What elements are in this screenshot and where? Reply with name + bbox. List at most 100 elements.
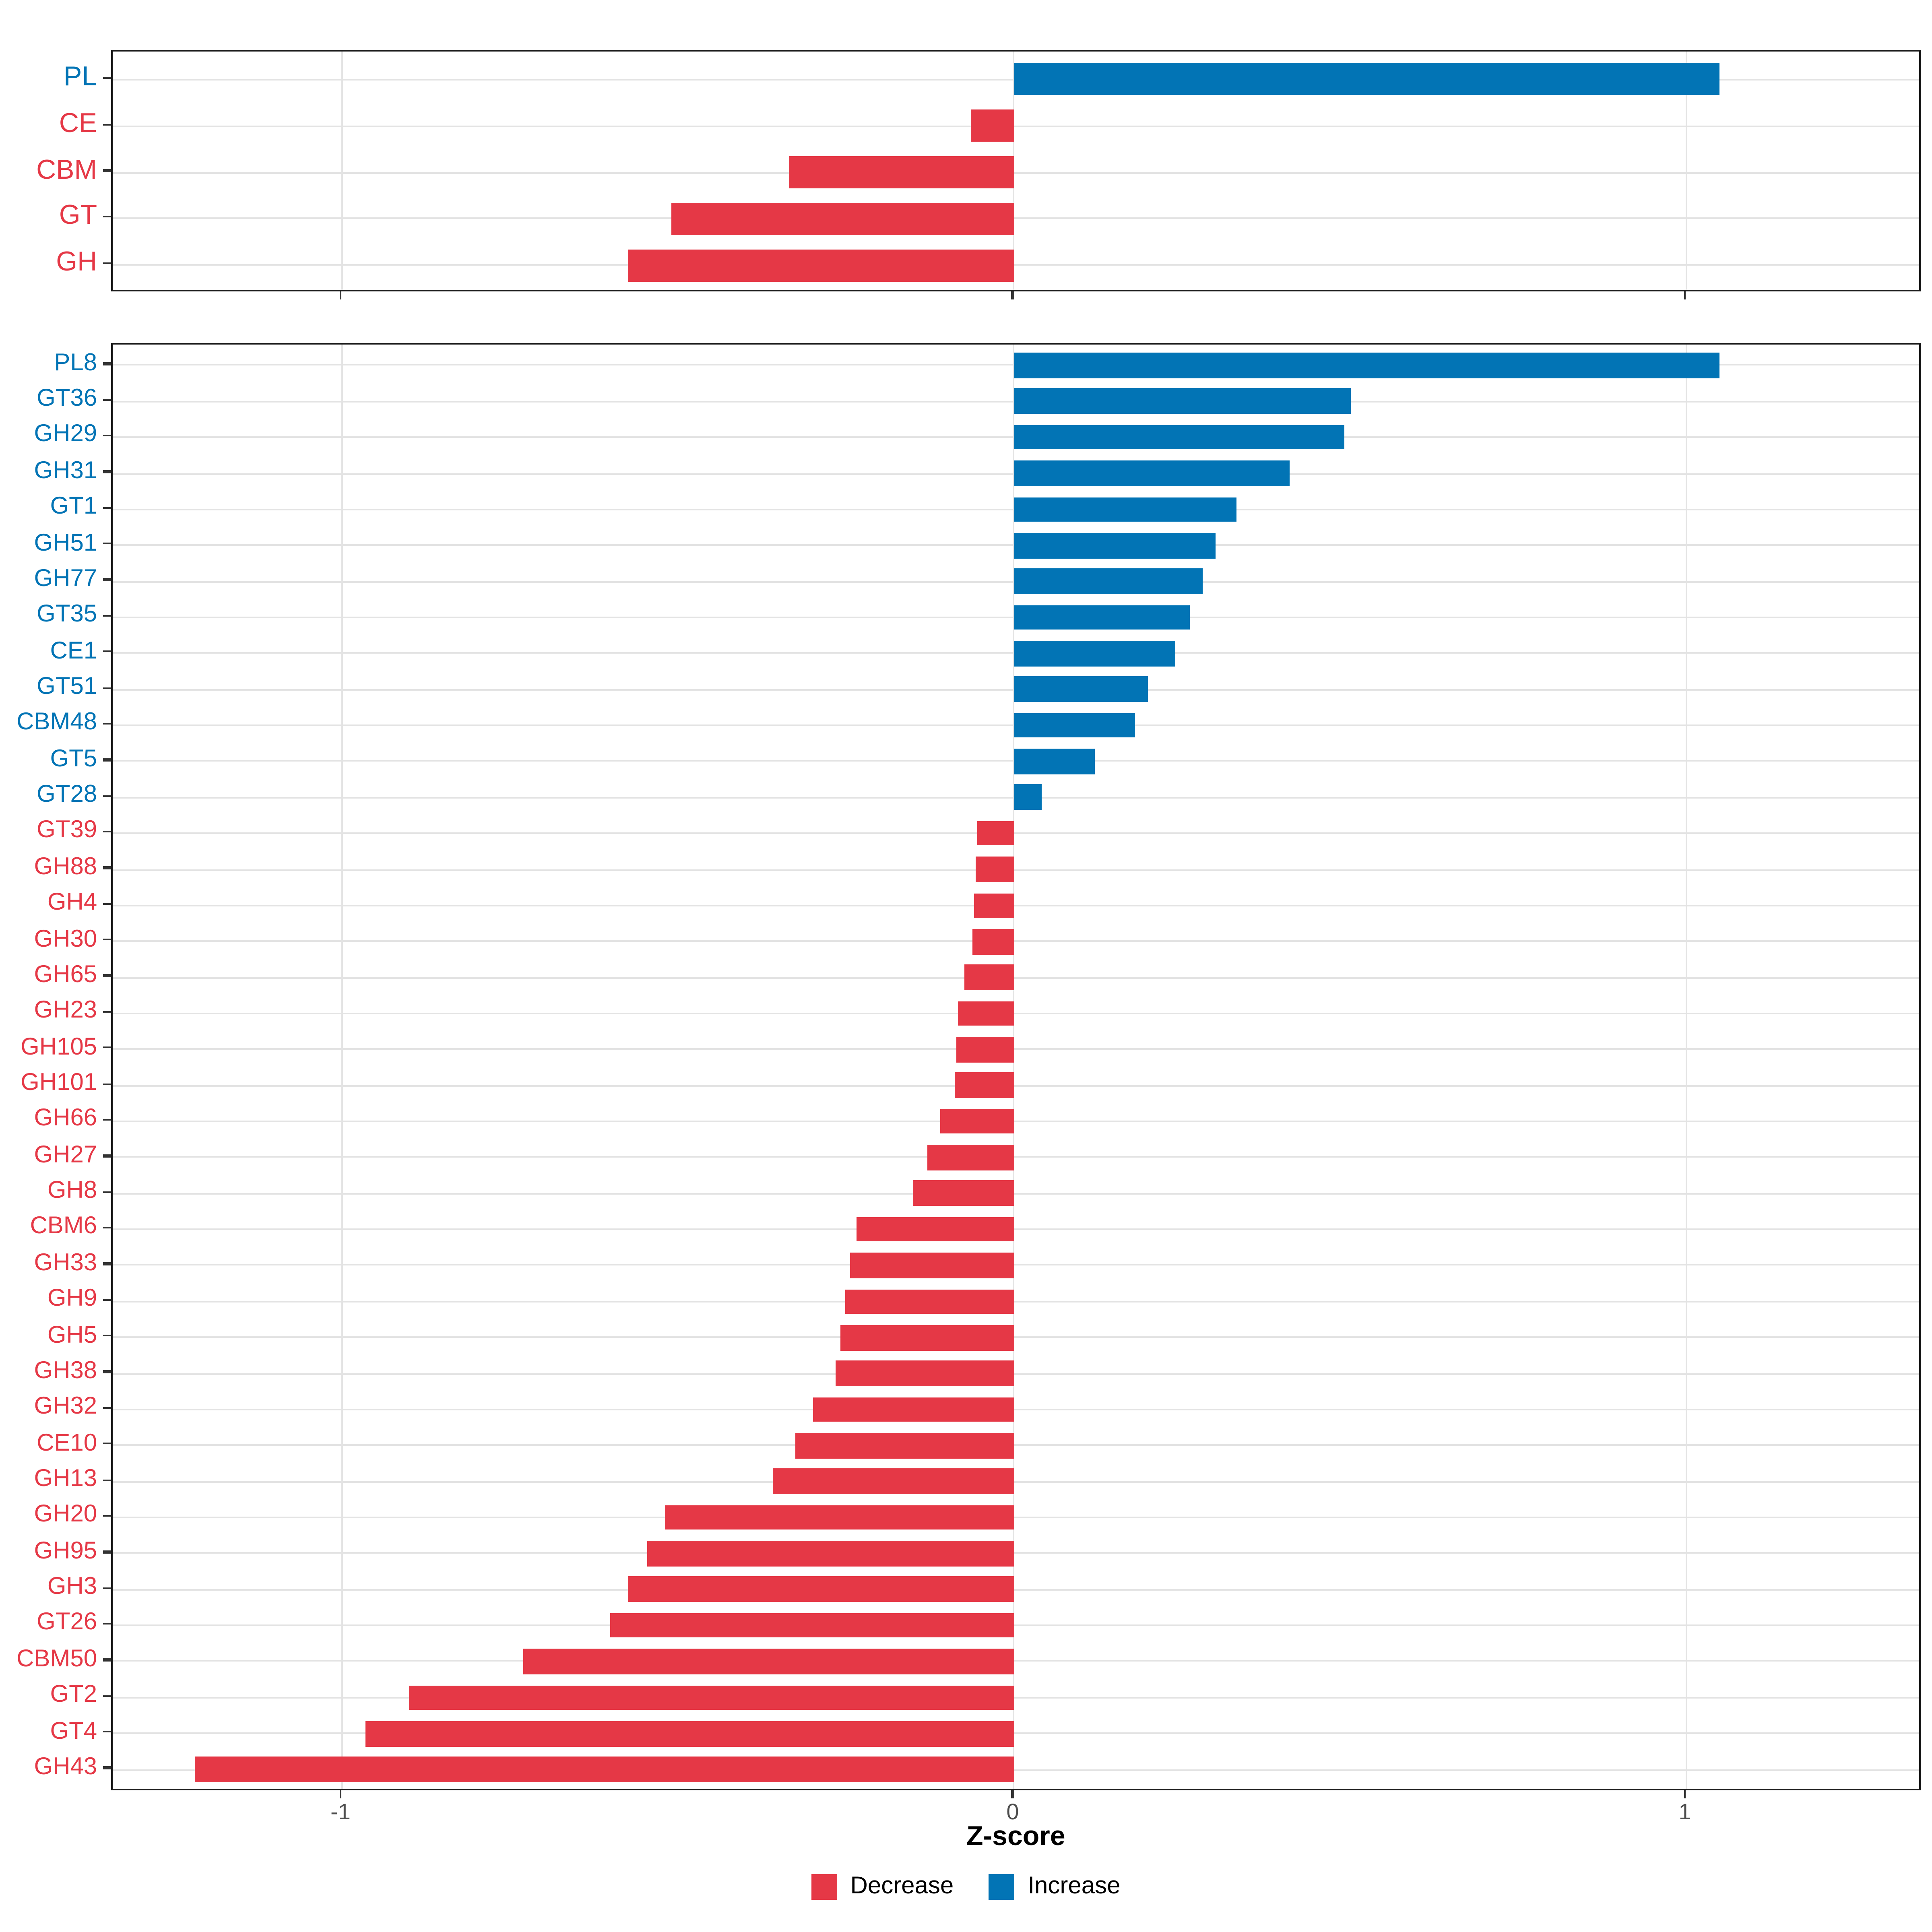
y-label-gh13: GH13 xyxy=(34,1465,97,1492)
y-tick-gh3 xyxy=(103,1587,112,1589)
y-label-gt26: GT26 xyxy=(37,1609,97,1637)
y-label-gh88: GH88 xyxy=(34,853,97,881)
gridline-x-0 xyxy=(1013,344,1015,1788)
legend-swatch-increase xyxy=(989,1873,1015,1899)
y-tick-gt5 xyxy=(103,759,112,761)
y-tick-gh43 xyxy=(103,1767,112,1769)
y-label-gh8: GH8 xyxy=(47,1177,97,1205)
bar-pl8 xyxy=(1014,353,1720,378)
y-label-gh20: GH20 xyxy=(34,1501,97,1529)
gridline-y-gh65 xyxy=(113,976,1919,978)
y-label-gt28: GT28 xyxy=(37,781,97,809)
y-label-ce: CE xyxy=(59,107,97,138)
bar-gh33 xyxy=(849,1253,1014,1278)
y-tick-gh101 xyxy=(103,1083,112,1085)
legend-label-increase: Increase xyxy=(1028,1872,1121,1900)
y-tick-gh51 xyxy=(103,543,112,545)
bar-gt xyxy=(671,202,1014,235)
bar-gt4 xyxy=(365,1721,1014,1746)
bar-cbm48 xyxy=(1014,712,1135,738)
gridline-y-gh33 xyxy=(113,1264,1919,1266)
gridline-y-gh43 xyxy=(113,1769,1919,1771)
y-tick-gh77 xyxy=(103,578,112,581)
y-tick-pl xyxy=(103,76,112,79)
y-label-gh3: GH3 xyxy=(47,1573,97,1601)
bar-gt26 xyxy=(611,1613,1014,1638)
y-label-cbm: CBM xyxy=(36,154,97,185)
gridline-y-gh5 xyxy=(113,1336,1919,1338)
bar-ce1 xyxy=(1014,640,1176,666)
gridline-y-gt39 xyxy=(113,832,1919,834)
y-label-gh30: GH30 xyxy=(34,925,97,953)
gridline-y-gt2 xyxy=(113,1697,1919,1699)
y-label-gt35: GT35 xyxy=(37,601,97,629)
y-label-gt36: GT36 xyxy=(37,385,97,413)
bar-gh66 xyxy=(940,1108,1014,1134)
y-tick-gh31 xyxy=(103,471,112,473)
y-tick-gh66 xyxy=(103,1119,112,1121)
x-tick--1 xyxy=(339,291,342,299)
y-label-gh66: GH66 xyxy=(34,1105,97,1133)
gridline-y-gt xyxy=(113,218,1919,220)
y-tick-gt2 xyxy=(103,1695,112,1697)
gridline-y-gh66 xyxy=(113,1121,1919,1123)
x-tick-1 xyxy=(1684,291,1686,299)
gridline-y-gh101 xyxy=(113,1084,1919,1086)
y-tick-ce xyxy=(103,123,112,126)
y-label-gh105: GH105 xyxy=(21,1033,97,1061)
bar-gh30 xyxy=(972,929,1014,954)
y-tick-pl8 xyxy=(103,363,112,365)
y-tick-gh8 xyxy=(103,1191,112,1193)
panel-bottom xyxy=(111,342,1920,1790)
gridline-x-0 xyxy=(1013,52,1015,290)
gridline-y-gh105 xyxy=(113,1049,1919,1051)
legend-swatch-decrease xyxy=(811,1873,838,1899)
bar-gt35 xyxy=(1014,605,1189,630)
y-label-gh32: GH32 xyxy=(34,1393,97,1421)
y-label-cbm48: CBM48 xyxy=(17,709,97,737)
gridline-y-gh9 xyxy=(113,1300,1919,1302)
y-tick-gh xyxy=(103,262,112,265)
y-tick-ce10 xyxy=(103,1443,112,1445)
x-tick-label-0: 0 xyxy=(1006,1798,1019,1824)
bar-gt51 xyxy=(1014,677,1149,702)
x-tick-1 xyxy=(1684,1790,1686,1798)
gridline-y-gh27 xyxy=(113,1156,1919,1158)
bar-gt2 xyxy=(409,1685,1014,1710)
bar-gh23 xyxy=(957,1001,1014,1026)
bar-cbm50 xyxy=(523,1649,1014,1674)
gridline-y-gh8 xyxy=(113,1193,1919,1195)
x-tick-0 xyxy=(1011,1790,1014,1798)
y-label-cbm6: CBM6 xyxy=(30,1213,97,1241)
bar-gh3 xyxy=(627,1577,1014,1602)
y-tick-gh27 xyxy=(103,1155,112,1157)
x-tick--1 xyxy=(339,1790,342,1798)
y-tick-gt26 xyxy=(103,1622,112,1625)
y-tick-cbm6 xyxy=(103,1226,112,1229)
y-tick-gh5 xyxy=(103,1335,112,1337)
legend: Decrease Increase xyxy=(0,1872,1932,1900)
y-label-gt51: GT51 xyxy=(37,673,97,700)
gridline-y-gh xyxy=(113,264,1919,266)
y-label-pl: PL xyxy=(64,61,97,92)
y-label-gh43: GH43 xyxy=(34,1753,97,1781)
gridline-y-gh20 xyxy=(113,1517,1919,1519)
y-tick-gt xyxy=(103,216,112,218)
bar-gh5 xyxy=(841,1325,1014,1350)
y-tick-gh9 xyxy=(103,1298,112,1301)
y-label-gh5: GH5 xyxy=(47,1321,97,1349)
gridline-x--1 xyxy=(341,52,343,290)
y-label-gh101: GH101 xyxy=(21,1069,97,1096)
gridline-y-cbm xyxy=(113,171,1919,173)
bar-gh xyxy=(627,249,1014,282)
bar-ce10 xyxy=(796,1432,1014,1458)
y-tick-cbm48 xyxy=(103,722,112,725)
bar-gh43 xyxy=(194,1757,1014,1782)
bar-gh101 xyxy=(954,1073,1014,1098)
bar-gh20 xyxy=(665,1505,1014,1530)
bar-gh88 xyxy=(975,857,1014,882)
y-tick-gt35 xyxy=(103,615,112,617)
y-label-gt39: GT39 xyxy=(37,817,97,844)
y-label-gh23: GH23 xyxy=(34,997,97,1025)
